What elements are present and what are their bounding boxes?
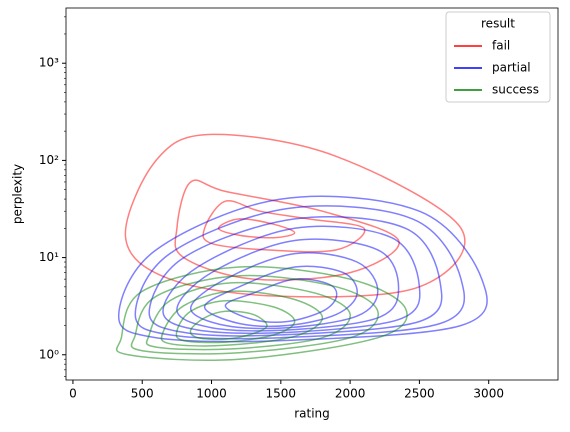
legend-label: success (492, 83, 539, 97)
y-tick-label: 10³ (39, 56, 59, 70)
legend-label: partial (492, 61, 531, 75)
kde-contour (117, 195, 488, 343)
kde-contour (176, 238, 400, 332)
x-tick-label: 2500 (404, 387, 435, 401)
x-tick-label: 1000 (196, 387, 227, 401)
x-axis-label: rating (294, 407, 330, 421)
kde-contour (224, 278, 338, 323)
legend-label: fail (492, 39, 510, 53)
legend-title: result (481, 17, 515, 31)
kde-contour (160, 290, 324, 347)
y-axis-label: perplexity (11, 164, 25, 224)
kde-contour (202, 199, 366, 253)
x-tick-label: 1500 (266, 387, 297, 401)
kde-contour (115, 265, 408, 361)
plot-frame (65, 7, 559, 381)
y-tick-label: 10¹ (39, 250, 59, 264)
kde-contour (174, 179, 400, 281)
x-tick-label: 3000 (473, 387, 504, 401)
x-tick-label: 0 (69, 387, 77, 401)
x-tick-label: 500 (131, 387, 154, 401)
kde-contour (162, 225, 421, 335)
kde-contour (189, 310, 268, 341)
x-tick-label: 2000 (335, 387, 366, 401)
y-tick-label: 10² (39, 153, 59, 167)
kde-contour (130, 274, 379, 355)
kde-contour (148, 216, 443, 337)
y-tick-label: 10⁰ (39, 347, 59, 361)
kde-contour (134, 205, 466, 340)
kde-contour (175, 299, 296, 344)
kde-contour (124, 133, 466, 298)
legend-box (445, 11, 551, 103)
kde-contour (217, 218, 296, 239)
kde-contour (189, 252, 379, 330)
kde-contour (145, 281, 351, 351)
